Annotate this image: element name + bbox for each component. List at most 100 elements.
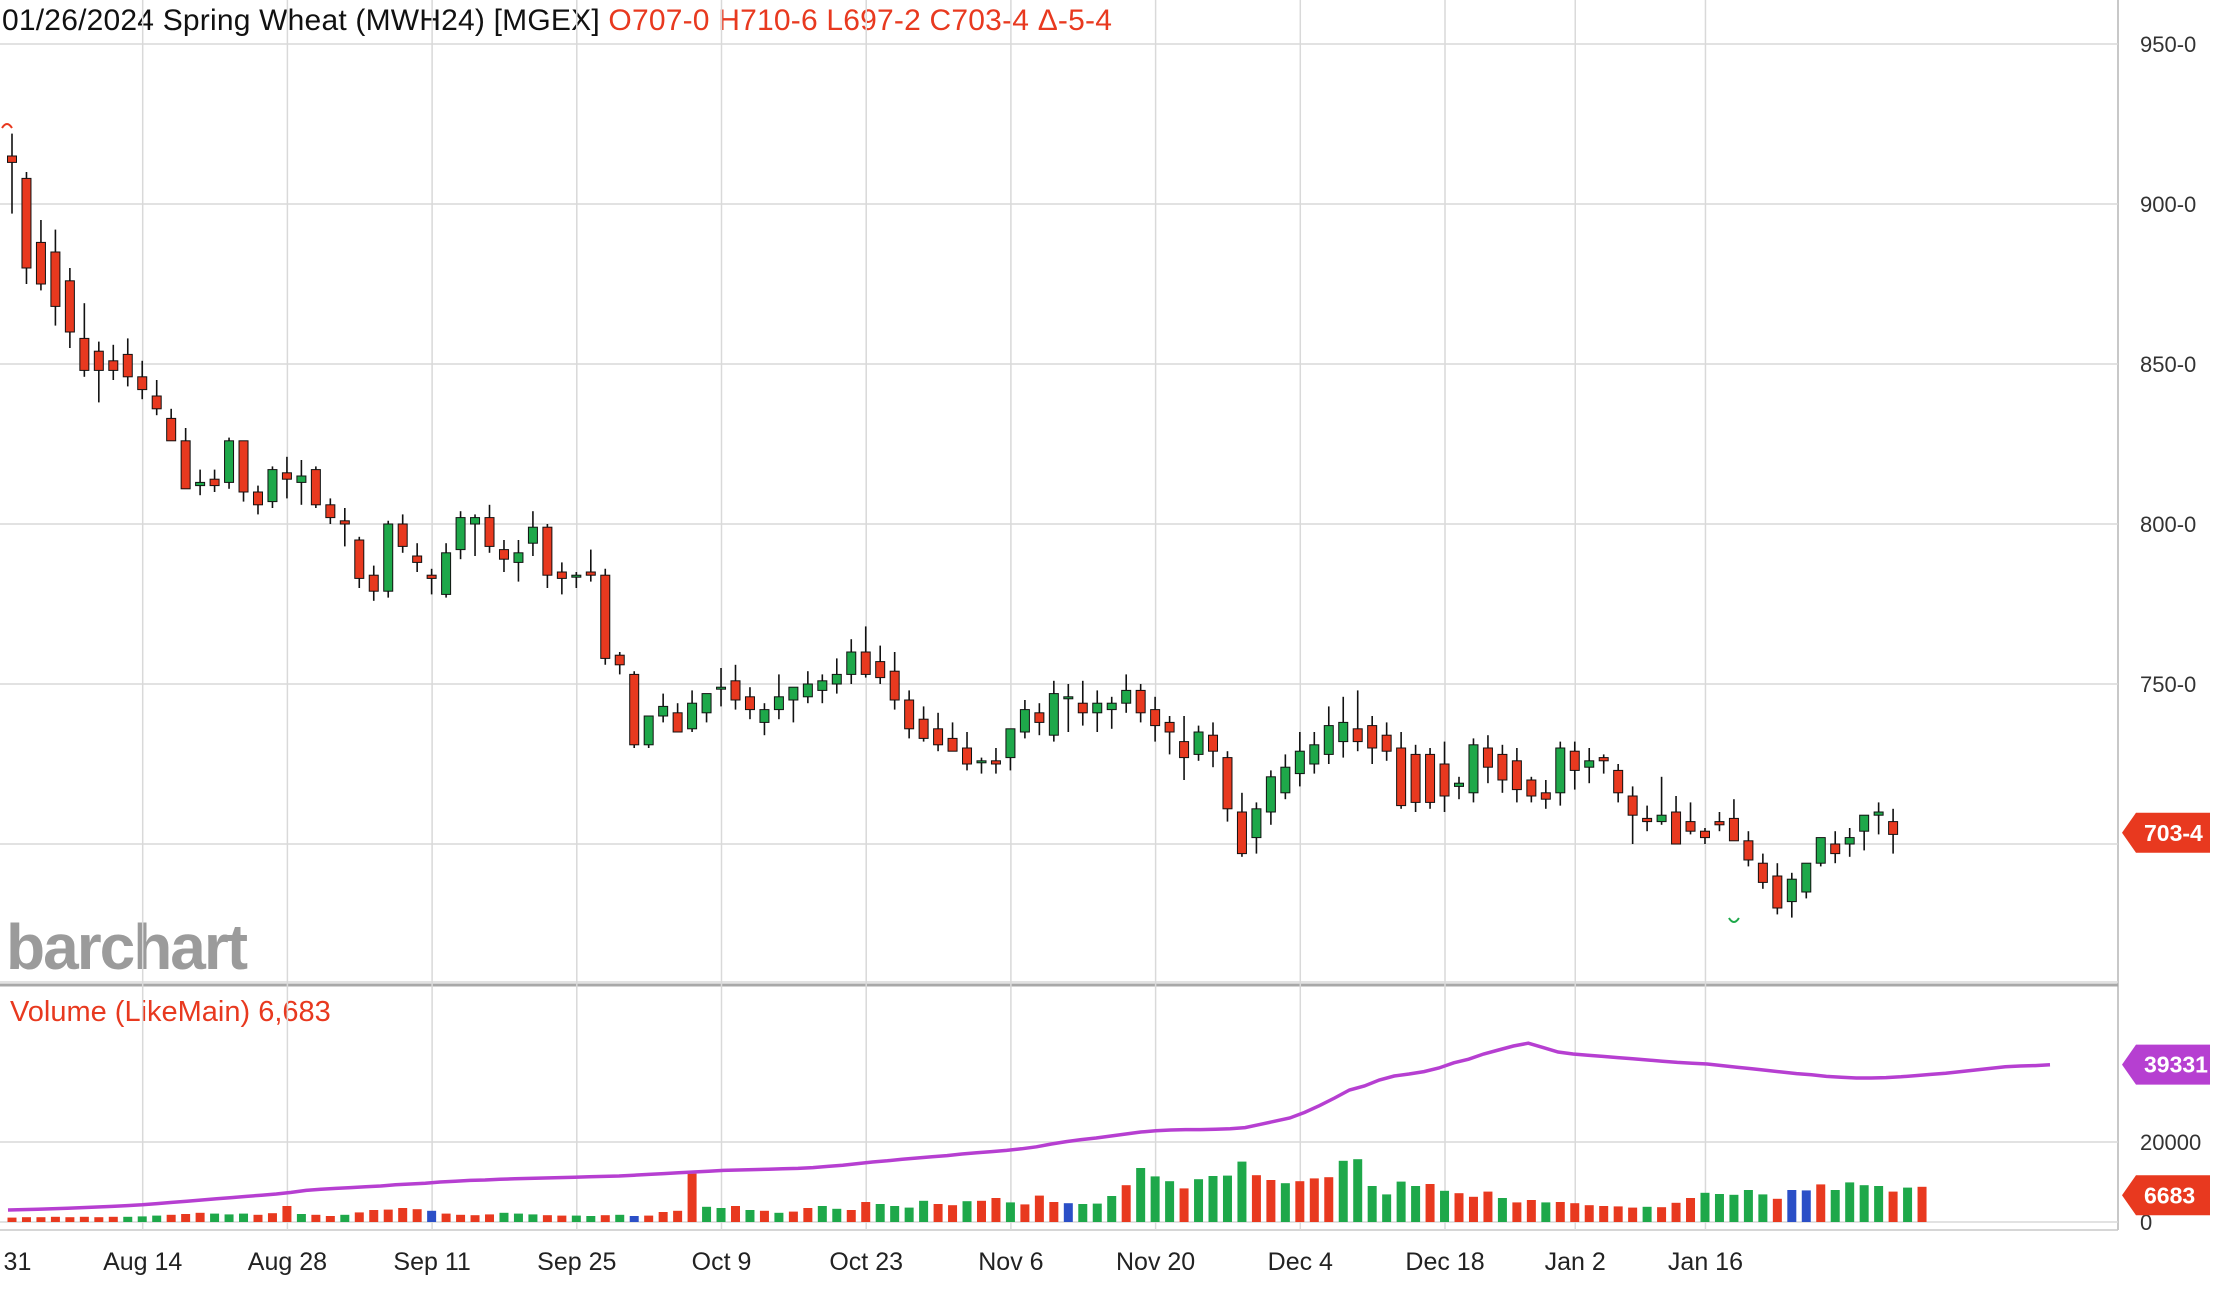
volume-bar bbox=[803, 1208, 813, 1222]
candle-body bbox=[325, 504, 336, 519]
candle-body bbox=[50, 251, 61, 307]
candle-body bbox=[1222, 757, 1233, 810]
candle-body bbox=[773, 696, 784, 711]
time-tick-label: Oct 9 bbox=[692, 1248, 752, 1276]
candle-body bbox=[151, 395, 162, 410]
volume-bar bbox=[1888, 1191, 1898, 1222]
volume-bar bbox=[962, 1201, 972, 1222]
time-tick-label: Oct 23 bbox=[829, 1248, 903, 1276]
volume-bar bbox=[239, 1213, 249, 1222]
candle-body bbox=[267, 469, 278, 503]
volume-bar bbox=[904, 1207, 914, 1222]
volume-bar bbox=[788, 1211, 798, 1222]
volume-tick-label: 20000 bbox=[2140, 1130, 2201, 1155]
volume-bar bbox=[137, 1216, 147, 1222]
price-tick-label: 950-0 bbox=[2140, 32, 2196, 57]
candle-body bbox=[1468, 744, 1479, 794]
volume-bar bbox=[1309, 1178, 1319, 1222]
candle-body bbox=[339, 520, 350, 525]
candle-body bbox=[1801, 862, 1812, 893]
candle-body bbox=[1121, 689, 1132, 704]
volume-bar bbox=[1280, 1183, 1290, 1222]
volume-bar bbox=[1411, 1186, 1421, 1222]
candle-body bbox=[224, 440, 235, 483]
candle-body bbox=[1179, 741, 1190, 759]
header-open: O707-0 bbox=[608, 4, 710, 37]
candle-body bbox=[1048, 693, 1059, 736]
candle-body bbox=[1497, 753, 1508, 781]
time-tick-label: Nov 6 bbox=[978, 1248, 1043, 1276]
time-tick-label: Dec 4 bbox=[1268, 1248, 1333, 1276]
candle-body bbox=[1873, 811, 1884, 816]
candle-body bbox=[1425, 753, 1436, 803]
candle-body bbox=[484, 517, 495, 547]
candle-body bbox=[744, 696, 755, 711]
volume-bar bbox=[600, 1215, 610, 1222]
volume-bar bbox=[79, 1216, 89, 1222]
volume-bar bbox=[557, 1215, 567, 1222]
volume-bar bbox=[36, 1217, 46, 1222]
price-tick-label: 750-0 bbox=[2140, 672, 2196, 697]
candle-body bbox=[1743, 840, 1754, 861]
volume-bar bbox=[412, 1209, 422, 1222]
time-tick-label: Aug 14 bbox=[103, 1248, 182, 1276]
volume-bar bbox=[1541, 1202, 1551, 1222]
time-tick-label: Jan 16 bbox=[1668, 1248, 1743, 1276]
volume-bar bbox=[513, 1213, 523, 1222]
candle-body bbox=[1685, 821, 1696, 832]
candle-body bbox=[1482, 747, 1493, 768]
volume-bar bbox=[846, 1210, 856, 1222]
chart-header: 01/26/2024 Spring Wheat (MWH24) [MGEX] O… bbox=[2, 4, 1112, 38]
volume-bar bbox=[542, 1215, 552, 1222]
candle-body bbox=[426, 574, 437, 579]
volume-bar bbox=[687, 1173, 697, 1222]
volume-bar bbox=[658, 1212, 668, 1222]
volume-bar bbox=[224, 1214, 234, 1222]
volume-bar bbox=[1845, 1182, 1855, 1222]
candle-body bbox=[368, 574, 379, 592]
candle-body bbox=[730, 680, 741, 701]
candle-body bbox=[1135, 689, 1146, 714]
volume-bar bbox=[456, 1214, 466, 1222]
volume-bar bbox=[1686, 1198, 1696, 1222]
volume-bar bbox=[629, 1216, 639, 1222]
volume-bar bbox=[1179, 1188, 1189, 1222]
volume-bar bbox=[890, 1206, 900, 1222]
volume-bar bbox=[1295, 1181, 1305, 1222]
volume-bar bbox=[485, 1214, 495, 1222]
candle-body bbox=[1150, 709, 1161, 727]
volume-bar bbox=[108, 1216, 118, 1222]
volume-bar bbox=[976, 1200, 986, 1222]
time-tick-label: Jan 2 bbox=[1545, 1248, 1606, 1276]
time-tick-label: Sep 25 bbox=[537, 1248, 616, 1276]
volume-bar bbox=[1830, 1190, 1840, 1222]
candle-body bbox=[1396, 747, 1407, 807]
volume-bar bbox=[340, 1214, 350, 1222]
volume-bar bbox=[1468, 1196, 1478, 1222]
candle-body bbox=[1164, 721, 1175, 733]
candle-body bbox=[412, 555, 423, 563]
candle-body bbox=[1584, 760, 1595, 768]
header-low: L697-2 bbox=[826, 4, 921, 37]
volume-bar bbox=[1194, 1179, 1204, 1222]
candle-body bbox=[1757, 862, 1768, 883]
candle-body bbox=[296, 475, 307, 483]
candle-body bbox=[1439, 763, 1450, 797]
volume-bar bbox=[1599, 1206, 1609, 1222]
candle-body bbox=[918, 718, 929, 739]
volume-bar bbox=[210, 1213, 220, 1222]
volume-bar bbox=[166, 1214, 176, 1222]
candle-body bbox=[1265, 776, 1276, 813]
candle-body bbox=[470, 517, 481, 525]
volume-header: Volume (LikeMain) 6,683 bbox=[10, 996, 331, 1028]
volume-bar bbox=[1208, 1176, 1218, 1222]
candle-body bbox=[1092, 702, 1103, 714]
last-price-tag bbox=[2122, 812, 2210, 853]
candle-body bbox=[1598, 757, 1609, 762]
volume-bar bbox=[1005, 1202, 1015, 1222]
volume-bar bbox=[571, 1215, 581, 1222]
volume-bar bbox=[991, 1198, 1001, 1222]
price-tick-label: 850-0 bbox=[2140, 352, 2196, 377]
candle-body bbox=[1454, 782, 1464, 787]
